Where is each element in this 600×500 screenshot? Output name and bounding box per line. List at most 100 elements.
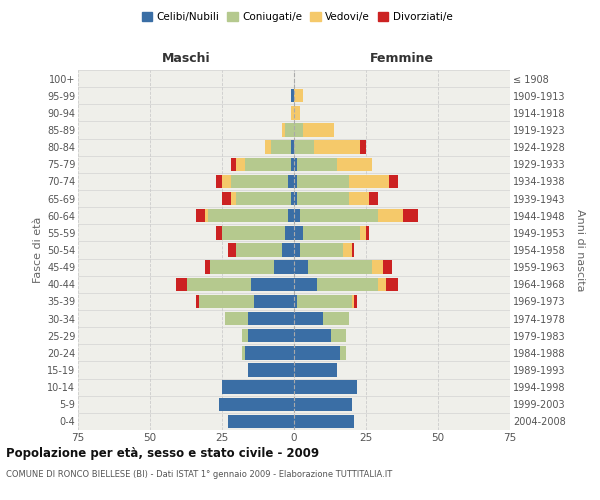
Bar bbox=[337, 158, 372, 171]
Bar bbox=[288, 209, 294, 222]
Bar bbox=[294, 174, 297, 188]
Bar bbox=[196, 209, 205, 222]
Bar bbox=[297, 174, 349, 188]
Bar bbox=[389, 174, 398, 188]
Bar bbox=[349, 174, 389, 188]
Bar bbox=[199, 294, 254, 308]
Bar bbox=[294, 226, 302, 239]
Bar bbox=[283, 124, 286, 136]
Bar bbox=[242, 329, 248, 342]
Bar bbox=[271, 140, 291, 154]
Bar bbox=[317, 278, 377, 291]
Bar bbox=[355, 294, 358, 308]
Bar bbox=[288, 174, 294, 188]
Bar bbox=[294, 89, 302, 102]
Bar bbox=[236, 244, 283, 256]
Bar bbox=[205, 260, 211, 274]
Bar bbox=[236, 192, 291, 205]
Bar bbox=[245, 158, 291, 171]
Bar bbox=[291, 89, 294, 102]
Bar bbox=[360, 140, 366, 154]
Bar bbox=[297, 192, 349, 205]
Bar bbox=[366, 226, 369, 239]
Text: Popolazione per età, sesso e stato civile - 2009: Popolazione per età, sesso e stato civil… bbox=[6, 448, 319, 460]
Bar bbox=[230, 192, 236, 205]
Bar bbox=[265, 140, 271, 154]
Bar bbox=[297, 158, 337, 171]
Bar bbox=[236, 158, 245, 171]
Bar bbox=[294, 312, 323, 326]
Text: COMUNE DI RONCO BIELLESE (BI) - Dati ISTAT 1° gennaio 2009 - Elaborazione TUTTIT: COMUNE DI RONCO BIELLESE (BI) - Dati IST… bbox=[6, 470, 392, 479]
Bar bbox=[205, 209, 208, 222]
Bar bbox=[222, 226, 286, 239]
Bar bbox=[377, 209, 403, 222]
Text: Femmine: Femmine bbox=[370, 52, 434, 65]
Bar bbox=[331, 329, 346, 342]
Bar bbox=[230, 174, 288, 188]
Bar bbox=[323, 312, 349, 326]
Bar bbox=[283, 244, 294, 256]
Bar bbox=[286, 124, 294, 136]
Bar bbox=[294, 329, 331, 342]
Bar bbox=[294, 106, 300, 120]
Bar bbox=[245, 346, 294, 360]
Bar bbox=[294, 140, 314, 154]
Bar bbox=[286, 226, 294, 239]
Bar bbox=[294, 414, 355, 428]
Bar bbox=[291, 106, 294, 120]
Bar bbox=[302, 124, 334, 136]
Bar bbox=[294, 278, 317, 291]
Bar bbox=[222, 380, 294, 394]
Bar bbox=[383, 260, 392, 274]
Bar bbox=[294, 158, 297, 171]
Bar bbox=[222, 174, 230, 188]
Text: Maschi: Maschi bbox=[161, 52, 211, 65]
Bar bbox=[228, 244, 236, 256]
Bar bbox=[216, 174, 222, 188]
Bar bbox=[294, 294, 297, 308]
Y-axis label: Anni di nascita: Anni di nascita bbox=[575, 209, 585, 291]
Bar bbox=[294, 244, 300, 256]
Bar bbox=[219, 398, 294, 411]
Bar bbox=[222, 192, 230, 205]
Bar bbox=[314, 140, 360, 154]
Bar bbox=[248, 364, 294, 376]
Bar bbox=[251, 278, 294, 291]
Bar bbox=[248, 329, 294, 342]
Bar bbox=[248, 312, 294, 326]
Bar bbox=[294, 346, 340, 360]
Bar bbox=[208, 209, 288, 222]
Bar bbox=[230, 158, 236, 171]
Bar bbox=[403, 209, 418, 222]
Bar bbox=[228, 414, 294, 428]
Bar bbox=[242, 346, 245, 360]
Bar bbox=[372, 260, 383, 274]
Bar bbox=[300, 209, 377, 222]
Bar bbox=[369, 192, 377, 205]
Bar bbox=[211, 260, 274, 274]
Bar bbox=[352, 294, 355, 308]
Bar bbox=[294, 260, 308, 274]
Bar bbox=[294, 124, 302, 136]
Bar bbox=[294, 209, 300, 222]
Bar bbox=[216, 226, 222, 239]
Bar bbox=[302, 226, 360, 239]
Bar bbox=[291, 192, 294, 205]
Bar bbox=[254, 294, 294, 308]
Legend: Celibi/Nubili, Coniugati/e, Vedovi/e, Divorziati/e: Celibi/Nubili, Coniugati/e, Vedovi/e, Di… bbox=[137, 8, 457, 26]
Bar bbox=[360, 226, 366, 239]
Bar bbox=[187, 278, 251, 291]
Bar bbox=[308, 260, 372, 274]
Bar bbox=[274, 260, 294, 274]
Bar bbox=[196, 294, 199, 308]
Bar bbox=[352, 244, 355, 256]
Bar bbox=[297, 294, 352, 308]
Y-axis label: Fasce di età: Fasce di età bbox=[32, 217, 43, 283]
Bar bbox=[291, 158, 294, 171]
Bar bbox=[377, 278, 386, 291]
Bar bbox=[176, 278, 187, 291]
Bar bbox=[349, 192, 369, 205]
Bar bbox=[294, 398, 352, 411]
Bar bbox=[386, 278, 398, 291]
Bar bbox=[294, 364, 337, 376]
